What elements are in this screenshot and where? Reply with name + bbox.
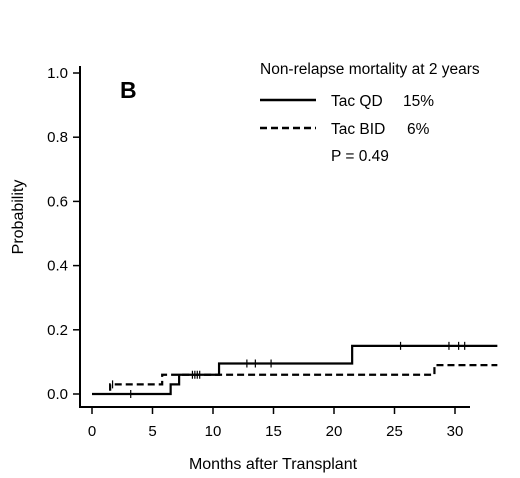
y-tick-label: 0.4 (47, 258, 68, 275)
y-axis-title: Probability (10, 180, 27, 255)
legend-label-tac-qd: Tac QD (331, 93, 383, 110)
x-tick-label: 0 (88, 423, 96, 440)
series-line-tac-qd (92, 344, 498, 396)
legend-value-tac-bid: 6% (407, 121, 430, 138)
x-tick-label: 20 (326, 423, 343, 440)
legend-value-tac-qd: 15% (403, 93, 434, 110)
axes (79, 66, 470, 408)
y-tick-label: 0.6 (47, 193, 68, 210)
series-layer (92, 341, 498, 398)
legend: Non-relapse mortality at 2 years Tac QD … (260, 61, 480, 165)
y-tick-label: 1.0 (47, 65, 68, 82)
y-tick-label: 0.8 (47, 129, 68, 146)
y-tick-label: 0.2 (47, 322, 68, 339)
legend-pvalue: P = 0.49 (331, 148, 389, 165)
x-axis-title: Months after Transplant (189, 456, 358, 473)
legend-label-tac-bid: Tac BID (331, 121, 385, 138)
y-tick-label: 0.0 (47, 386, 68, 403)
y-ticks: 0.0 0.2 0.4 0.6 0.8 1.0 (47, 65, 80, 403)
x-tick-label: 5 (148, 423, 156, 440)
x-tick-label: 25 (386, 423, 403, 440)
legend-title: Non-relapse mortality at 2 years (260, 61, 480, 78)
panel-label: B (120, 77, 137, 103)
x-tick-label: 10 (205, 423, 222, 440)
series-line-tac-bid (109, 364, 498, 391)
x-tick-label: 30 (447, 423, 464, 440)
x-tick-label: 15 (265, 423, 282, 440)
x-ticks: 0 5 10 15 20 25 30 (88, 407, 464, 440)
